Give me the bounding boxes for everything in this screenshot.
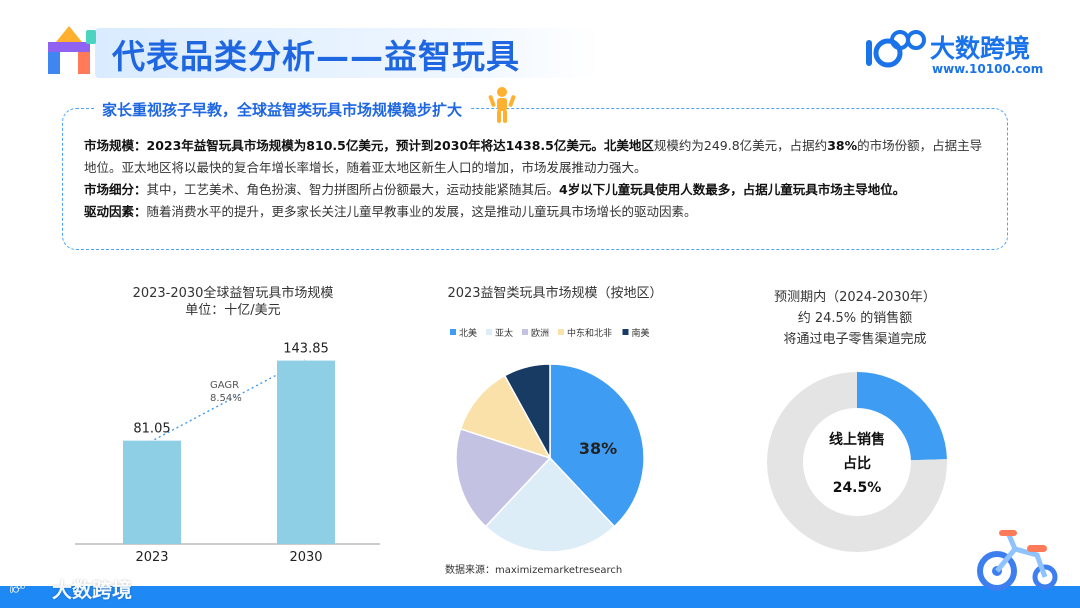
- drivers-label: 驱动因素：: [84, 204, 147, 219]
- pie-legend-swatch-3: [558, 329, 564, 335]
- pie-chart: 北美 亚太 欧洲 中东和北非 南美 38%: [450, 327, 650, 553]
- pie-chart-title: 2023益智类玩具市场规模（按地区）: [447, 286, 663, 301]
- donut-center-line1: 线上销售: [829, 431, 885, 448]
- donut-chart: 线上销售 占比 24.5%: [767, 372, 947, 552]
- pie-slice-3: [459, 374, 552, 460]
- pie-legend-label-2: 欧洲: [531, 327, 549, 339]
- brand-logo-block: 大数跨境 www.10100.com: [862, 26, 1052, 80]
- pie-legend-label-4: 南美: [632, 327, 650, 339]
- market-size-text1: 规模约为249.8亿美元，占据约: [653, 138, 828, 153]
- pie-slice-1: [484, 456, 616, 553]
- bar-chart-title: 2023-2030全球益智玩具市场规模 单位：十亿/美元: [118, 285, 348, 319]
- pie-legend-label-0: 北美: [459, 327, 477, 339]
- market-size-highlight: 2023年益智玩具市场规模为810.5亿美元，预计到2030年将达1438.5亿…: [146, 138, 604, 153]
- segmentation-paragraph: 市场细分：其中，工艺美术、角色扮演、智力拼图所占份额最大，运动技能紧随其后。4岁…: [84, 179, 989, 201]
- donut-slice-0: [857, 372, 947, 461]
- pie-legend-swatch-1: [486, 329, 492, 335]
- bar-value-label-2030: 143.85: [283, 342, 329, 357]
- bar-value-label-2023: 81.05: [133, 422, 170, 437]
- pie-slices: [455, 363, 645, 553]
- segmentation-text: 其中，工艺美术、角色扮演、智力拼图所占份额最大，运动技能紧随其后。: [146, 182, 560, 197]
- gagr-value: 8.54%: [210, 393, 242, 404]
- bar-category-label-2023: 2023: [135, 550, 168, 565]
- donut-title-line3: 将通过电子零售渠道完成: [783, 332, 927, 347]
- footer-brand-name: 大数跨境: [52, 578, 132, 602]
- market-size-paragraph: 市场规模：2023年益智玩具市场规模为810.5亿美元，预计到2030年将达14…: [84, 135, 989, 179]
- pie-legend-swatch-2: [522, 329, 528, 335]
- north-america-share: 38%: [827, 138, 858, 153]
- bar-chart-title-line1: 2023-2030全球益智玩具市场规模: [132, 286, 334, 301]
- bar-2030: [277, 360, 335, 544]
- pie-slice-4: [503, 363, 551, 459]
- brand-logo-icon: [866, 30, 926, 68]
- info-box: [62, 108, 1008, 250]
- segmentation-highlight: 4岁以下儿童玩具使用人数最多，占据儿童玩具市场主导地位。: [559, 182, 906, 197]
- north-america-label: 北美地区: [603, 138, 654, 153]
- market-size-label: 市场规模：: [84, 138, 147, 153]
- pie-slice-label: 38%: [579, 439, 617, 458]
- info-heading: 家长重视孩子早教，全球益智类玩具市场规模稳步扩大: [94, 99, 471, 120]
- pie-legend-label-3: 中东和北非: [567, 327, 612, 339]
- page-title: 代表品类分析——益智玩具: [112, 37, 520, 76]
- pie-source: 数据来源：maximizemarketresearch: [445, 565, 623, 576]
- toy-blocks-icon: [48, 26, 96, 74]
- donut-slice-1: [767, 372, 947, 552]
- drivers-paragraph: 驱动因素：随着消费水平的提升，更多家长关注儿童早教事业的发展，这是推动儿童玩具市…: [84, 201, 989, 223]
- info-text: 市场规模：2023年益智玩具市场规模为810.5亿美元，预计到2030年将达14…: [84, 135, 989, 223]
- pie-legend-swatch-4: [622, 329, 629, 335]
- pie-legend: 北美 亚太 欧洲 中东和北非 南美: [450, 327, 650, 339]
- donut-center-line2: 占比: [843, 455, 871, 472]
- title-background: [95, 28, 600, 78]
- bar-chart-unit: 单位：十亿/美元: [185, 303, 281, 318]
- brand-url: www.10100.com: [932, 62, 1044, 76]
- bar-2023: [123, 440, 181, 544]
- donut-chart-title: 预测期内（2024-2030年） 约 24.5% 的销售额 将通过电子零售渠道完…: [740, 287, 970, 350]
- gagr-label: GAGR: [210, 380, 239, 391]
- bar-category-label-2030: 2030: [289, 550, 322, 565]
- tricycle-icon: [977, 530, 1058, 591]
- donut-title-line1: 预测期内（2024-2030年）: [774, 290, 936, 305]
- child-figure-icon: [488, 87, 516, 123]
- pie-slice-0: [549, 363, 645, 528]
- footer-logo-icon: [10, 584, 25, 593]
- donut-title-line2: 约 24.5% 的销售额: [797, 311, 913, 326]
- pie-legend-label-1: 亚太: [495, 327, 513, 339]
- pie-slice-2: [455, 428, 552, 528]
- brand-name: 大数跨境: [930, 34, 1031, 63]
- donut-center-line3: 24.5%: [833, 480, 882, 496]
- donut-slices: [767, 372, 947, 552]
- drivers-text: 随着消费水平的提升，更多家长关注儿童早教事业的发展，这是推动儿童玩具市场增长的驱…: [146, 204, 697, 219]
- pie-legend-swatch-0: [450, 329, 456, 335]
- footer-bar: [0, 586, 1080, 608]
- segmentation-label: 市场细分：: [84, 182, 147, 197]
- market-size-text2: 的市场份额，占据主导地位。亚太地区将以最快的复合年增长率增长，随着亚太地区新生人…: [84, 138, 983, 175]
- bar-chart: GAGR 8.54% 81.05 2023 143.85 2030: [75, 342, 380, 565]
